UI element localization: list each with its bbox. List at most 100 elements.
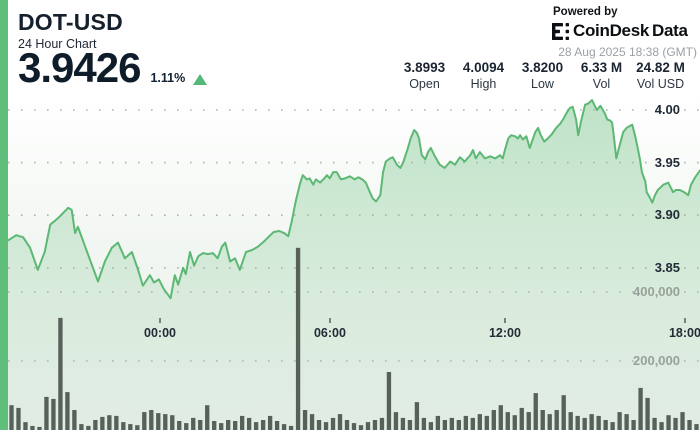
volume-bar <box>463 415 468 430</box>
volume-bar <box>198 420 203 430</box>
volume-bar <box>435 415 441 430</box>
volume-bar <box>309 414 315 430</box>
volume-bar <box>128 424 133 430</box>
volume-bar <box>351 423 357 430</box>
volume-bar <box>58 317 63 430</box>
volume-bar <box>44 396 49 430</box>
volume-bar <box>267 415 273 430</box>
stat-open: 3.8993 Open <box>395 60 454 91</box>
volume-bar <box>358 425 364 430</box>
volume-bar <box>449 417 455 430</box>
volume-bar <box>281 424 287 430</box>
volume-bar <box>631 420 636 430</box>
volume-bar <box>344 420 350 430</box>
volume-bar <box>295 247 301 430</box>
volume-bar <box>135 425 140 430</box>
volume-bar <box>330 417 336 430</box>
volume-bar <box>323 422 329 430</box>
volume-bar <box>484 415 489 430</box>
volume-bar <box>680 412 685 430</box>
volume-bar <box>526 412 531 430</box>
time-axis-tick <box>159 318 162 323</box>
volume-bar <box>624 414 629 430</box>
volume-bar <box>694 424 699 430</box>
volume-bar <box>163 414 168 430</box>
volume-bar <box>638 387 643 430</box>
volume-bar <box>365 422 371 430</box>
volume-bar <box>421 417 427 430</box>
volume-bar <box>491 410 496 430</box>
volume-bar <box>561 395 566 430</box>
time-axis-tick <box>503 318 506 323</box>
volume-bar <box>386 372 392 430</box>
volume-bar <box>23 422 28 430</box>
coindesk-logo[interactable]: CoinDesk Data <box>552 21 697 41</box>
brand-name: CoinDesk Data <box>573 21 688 41</box>
volume-bar <box>393 412 399 430</box>
up-triangle-icon <box>193 73 208 85</box>
volume-bar <box>93 420 98 430</box>
volume-bar <box>407 420 413 430</box>
volume-bar <box>170 415 175 430</box>
stat-low-label: Low <box>531 77 554 91</box>
volume-bar <box>184 423 189 430</box>
price-chart-canvas <box>8 99 700 430</box>
stat-high: 4.0094 High <box>454 60 513 91</box>
volume-bar <box>442 420 448 430</box>
volume-bar <box>400 417 406 430</box>
brand-name-part1: CoinDesk <box>573 21 650 40</box>
volume-bar <box>274 421 280 430</box>
stat-open-label: Open <box>409 77 440 91</box>
volume-bar <box>470 417 475 430</box>
volume-bar <box>121 422 126 430</box>
stat-low: 3.8200 Low <box>513 60 572 91</box>
volume-bar <box>239 415 245 430</box>
volume-bars <box>9 247 699 430</box>
volume-bar <box>219 423 224 430</box>
volume-bar <box>554 410 559 430</box>
volume-bar <box>337 414 343 430</box>
volume-bar <box>107 415 112 430</box>
volume-bar <box>65 392 70 430</box>
volume-bar <box>652 417 657 430</box>
volume-bar <box>156 413 161 430</box>
volume-bar <box>519 407 524 430</box>
price-chart: 4.00 3.95 3.90 3.85 400,000 200,000 00:00 06:00… <box>8 95 700 430</box>
volume-bar <box>233 421 238 430</box>
volume-bar <box>253 422 259 430</box>
volume-bar <box>540 410 545 430</box>
volume-bar <box>86 425 91 430</box>
volume-bar <box>533 393 538 430</box>
volume-bar <box>205 405 210 430</box>
time-axis-tick <box>683 318 686 323</box>
volume-bar <box>114 415 119 430</box>
volume-bar <box>610 422 615 430</box>
volume-bar <box>379 417 385 430</box>
volume-bar <box>596 415 601 430</box>
volume-bar <box>666 415 671 430</box>
volume-bar <box>191 417 196 430</box>
timestamp: 28 Aug 2025 18:38 (GMT) <box>558 45 697 59</box>
time-axis-tick <box>328 318 331 323</box>
volume-bar <box>372 420 378 430</box>
volume-bar <box>645 397 650 430</box>
volume-bar <box>589 414 594 430</box>
chart-period-subtitle: 24 Hour Chart <box>18 37 97 52</box>
volume-bar <box>226 420 231 430</box>
volume-bar <box>582 417 587 430</box>
volume-bar <box>260 420 266 430</box>
stat-vol-usd-label: Vol USD <box>636 77 685 91</box>
stat-vol-value: 6.33 M <box>580 60 623 75</box>
stat-open-value: 3.8993 <box>403 60 446 75</box>
accent-bar <box>0 0 8 430</box>
stat-low-value: 3.8200 <box>521 60 564 75</box>
coindesk-logo-icon <box>552 22 569 40</box>
price-area-fill <box>8 100 700 430</box>
volume-bar <box>568 412 573 430</box>
stat-vol: 6.33 M Vol <box>572 60 631 91</box>
volume-bar <box>687 420 692 430</box>
volume-bar <box>673 417 678 430</box>
volume-bar <box>603 420 608 430</box>
volume-bar <box>288 425 294 430</box>
